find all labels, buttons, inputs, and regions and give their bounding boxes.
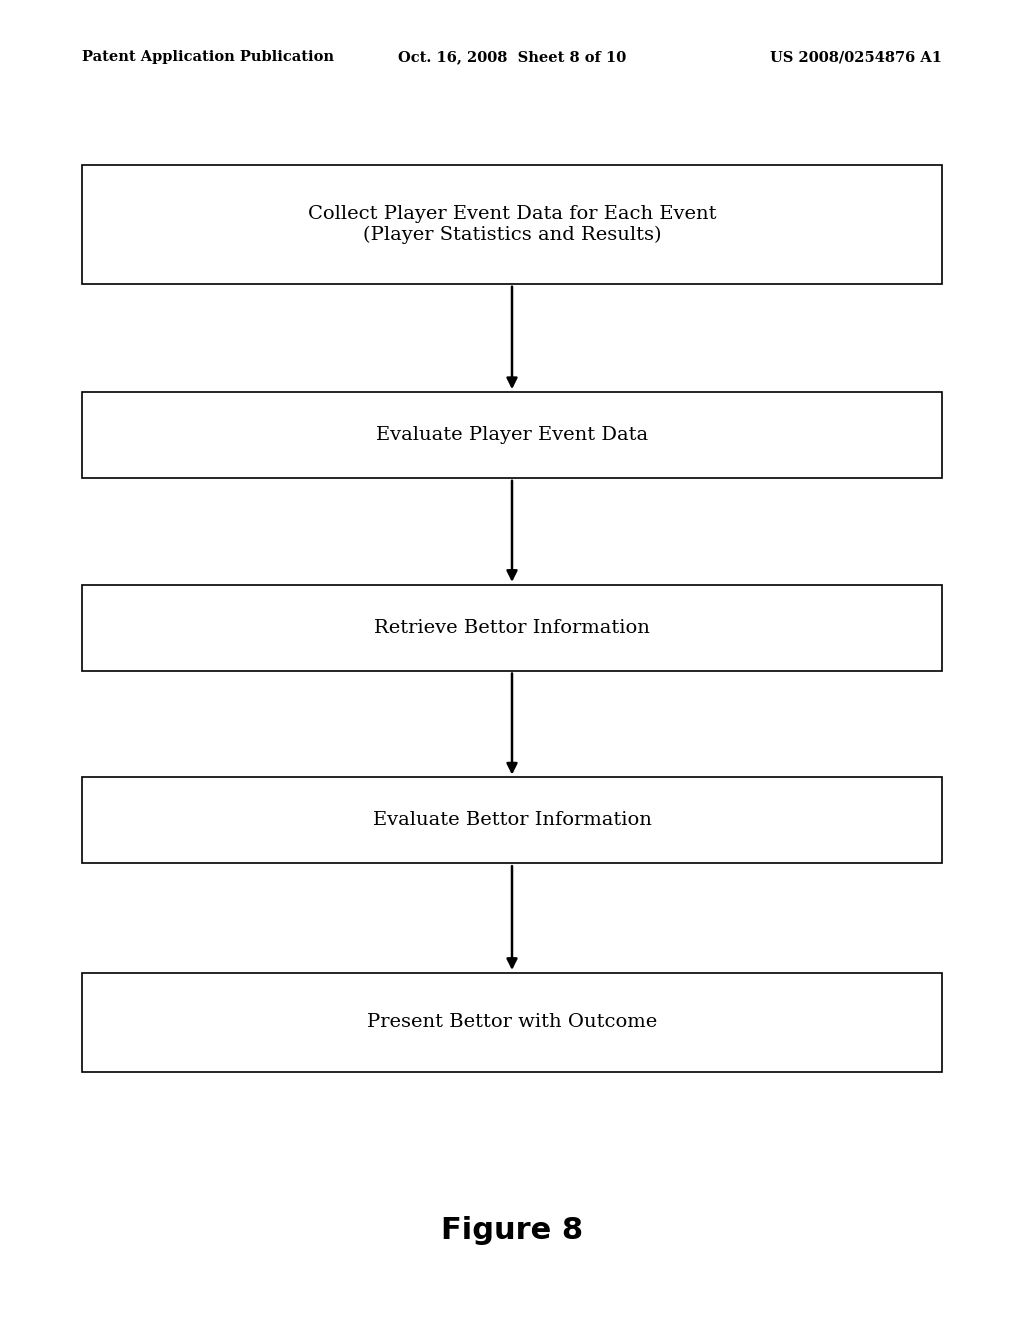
Bar xyxy=(82,165,942,284)
Text: Evaluate Bettor Information: Evaluate Bettor Information xyxy=(373,812,651,829)
Text: Evaluate Player Event Data: Evaluate Player Event Data xyxy=(376,426,648,444)
Text: Present Bettor with Outcome: Present Bettor with Outcome xyxy=(367,1014,657,1031)
Text: Oct. 16, 2008  Sheet 8 of 10: Oct. 16, 2008 Sheet 8 of 10 xyxy=(398,50,626,65)
Text: Figure 8: Figure 8 xyxy=(441,1216,583,1245)
Text: Retrieve Bettor Information: Retrieve Bettor Information xyxy=(374,619,650,636)
Bar xyxy=(82,777,942,863)
Bar xyxy=(82,585,942,671)
Text: Collect Player Event Data for Each Event
(Player Statistics and Results): Collect Player Event Data for Each Event… xyxy=(308,205,716,244)
Text: Patent Application Publication: Patent Application Publication xyxy=(82,50,334,65)
Text: US 2008/0254876 A1: US 2008/0254876 A1 xyxy=(770,50,942,65)
Bar xyxy=(82,973,942,1072)
Bar xyxy=(82,392,942,478)
